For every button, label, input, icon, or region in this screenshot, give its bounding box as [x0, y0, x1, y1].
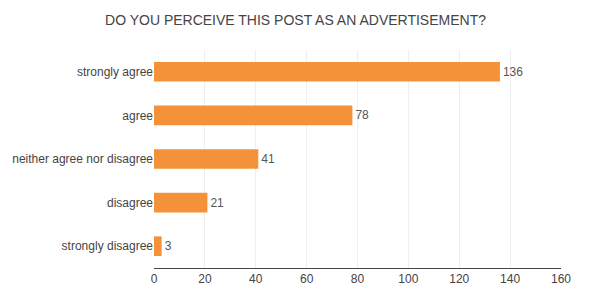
svg-text:neither agree nor disagree: neither agree nor disagree [12, 152, 153, 166]
svg-text:80: 80 [351, 272, 365, 286]
svg-text:strongly disagree: strongly disagree [62, 239, 154, 253]
svg-text:78: 78 [355, 108, 369, 122]
svg-text:disagree: disagree [107, 196, 153, 210]
svg-text:120: 120 [449, 272, 469, 286]
svg-text:41: 41 [261, 152, 275, 166]
svg-text:3: 3 [165, 239, 172, 253]
svg-text:60: 60 [300, 272, 314, 286]
svg-text:strongly agree: strongly agree [77, 65, 153, 79]
svg-text:0: 0 [151, 272, 158, 286]
svg-text:40: 40 [249, 272, 263, 286]
svg-text:20: 20 [198, 272, 212, 286]
svg-text:DO YOU PERCEIVE THIS POST AS A: DO YOU PERCEIVE THIS POST AS AN ADVERTIS… [105, 12, 486, 28]
svg-text:160: 160 [551, 272, 571, 286]
svg-text:140: 140 [500, 272, 520, 286]
svg-text:136: 136 [503, 65, 523, 79]
svg-text:100: 100 [398, 272, 418, 286]
svg-text:agree: agree [122, 109, 153, 123]
svg-text:21: 21 [210, 196, 224, 210]
